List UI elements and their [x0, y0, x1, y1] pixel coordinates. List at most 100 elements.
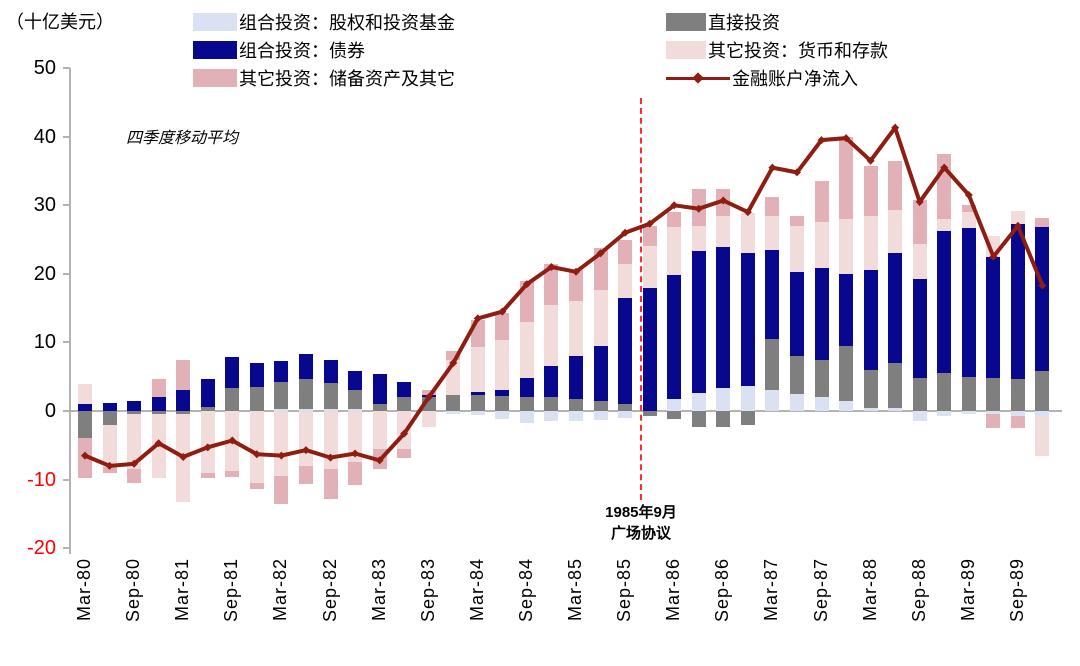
bar-segment-reserve [274, 476, 289, 504]
bar-segment-deposits [839, 219, 854, 274]
bar-segment-reserve [200, 472, 215, 479]
y-axis-tick [63, 67, 70, 70]
x-axis-tick-label: Sep-80 [123, 558, 144, 623]
bar-segment-equity [348, 408, 363, 411]
bar-segment-deposits [348, 411, 363, 463]
bar-segment-bonds [544, 366, 559, 398]
bar-segment-deposits [569, 301, 583, 357]
bar-segment-bonds [618, 297, 633, 405]
bar-segment-deposits [421, 411, 436, 427]
bar-segment-deposits [200, 411, 215, 473]
bar-segment-direct [912, 378, 927, 411]
bar-segment-direct [176, 411, 191, 415]
bar-segment-bonds [1010, 224, 1025, 379]
bar-segment-equity [618, 411, 633, 418]
zero-gridline [70, 410, 1062, 412]
bar-segment-reserve [348, 462, 363, 486]
y-axis-tick [63, 547, 70, 550]
bar-segment-equity [839, 400, 854, 411]
bar-segment-equity [495, 411, 510, 420]
bar-segment-direct [814, 359, 829, 398]
bar-segment-deposits [937, 219, 952, 231]
bar-segment-reserve [986, 414, 1001, 429]
y-axis-line [69, 68, 71, 554]
bar-segment-direct [593, 400, 608, 411]
bar-segment-deposits [1010, 211, 1025, 225]
bar-segment-bonds [740, 252, 755, 386]
x-axis-tick-label: Sep-84 [515, 558, 536, 623]
x-axis-tick-label: Mar-81 [172, 558, 193, 622]
bar-segment-bonds [200, 379, 215, 407]
bar-segment-reserve [789, 215, 804, 226]
x-axis-tick-label: Mar-87 [761, 558, 782, 622]
bar-segment-reserve [863, 165, 878, 216]
bar-segment-direct [397, 397, 412, 411]
legend-swatch-icon [193, 41, 237, 59]
bar-segment-reserve [176, 359, 191, 391]
x-axis-tick-label: Mar-86 [663, 558, 684, 622]
y-axis-tick-label: 20 [33, 262, 56, 285]
y-axis-tick [63, 410, 70, 412]
y-axis-tick [63, 204, 70, 207]
bar-segment-reserve [1010, 416, 1025, 429]
legend-line-marker-icon [666, 69, 730, 87]
bar-segment-reserve [888, 160, 903, 211]
legend-column-1: 组合投资：股权和投资基金 组合投资：债券 其它投资：储备资产及其它 [193, 8, 455, 92]
bar-segment-bonds [765, 249, 780, 339]
legend-swatch-icon [193, 69, 237, 87]
bar-segment-reserve [642, 225, 657, 247]
bar-segment-equity [667, 399, 682, 411]
bar-segment-bonds [937, 230, 952, 374]
bar-segment-bonds [519, 378, 534, 398]
bar-segment-bonds [716, 247, 731, 388]
bar-segment-direct [323, 382, 338, 409]
bar-segment-deposits [912, 244, 927, 279]
bar-segment-deposits [372, 411, 387, 449]
bar-segment-deposits [765, 215, 780, 250]
y-axis-tick [63, 341, 70, 344]
y-axis-tick-label: 40 [33, 125, 56, 148]
bar-segment-reserve [446, 350, 461, 361]
bar-segment-direct [618, 404, 633, 411]
bar-segment-equity [814, 397, 829, 411]
bar-segment-reserve [298, 465, 313, 484]
bar-segment-direct [200, 406, 215, 411]
bar-segment-equity [593, 411, 608, 420]
bar-segment-direct [446, 395, 461, 411]
bar-segment-equity [1035, 411, 1050, 416]
bar-segment-deposits [544, 304, 559, 367]
bar-segment-equity [274, 408, 289, 411]
y-axis-tick-label: 30 [33, 194, 56, 217]
bar-segment-direct [249, 387, 264, 411]
bar-segment-bonds [789, 271, 804, 357]
bar-segment-reserve [961, 205, 976, 213]
bar-segment-deposits [863, 215, 878, 271]
bar-segment-direct [740, 411, 755, 425]
bar-segment-deposits [642, 246, 657, 288]
bar-segment-bonds [323, 359, 338, 383]
y-axis-tick [63, 135, 70, 138]
bar-segment-reserve [421, 390, 436, 396]
bar-segment-equity [912, 411, 927, 422]
bar-segment-equity [569, 411, 583, 422]
bar-segment-equity [716, 387, 731, 411]
x-axis-tick-label: Mar-83 [368, 558, 389, 622]
bar-segment-reserve [127, 469, 142, 483]
bar-segment-bonds [1035, 227, 1050, 372]
bar-segment-bonds [986, 256, 1001, 379]
bar-segment-direct [937, 373, 952, 411]
x-axis-tick-label: Mar-85 [565, 558, 585, 622]
y-axis-tick-label: 0 [44, 400, 56, 422]
bar-segment-reserve [912, 200, 927, 245]
bar-segment-direct [544, 397, 559, 411]
bar-segment-direct [986, 378, 1001, 411]
plaza-accord-line2: 广场协议 [610, 525, 671, 542]
x-axis-tick-label: Mar-82 [270, 558, 291, 622]
net-inflow-line-layer [81, 123, 1047, 470]
bar-segment-reserve [667, 212, 682, 228]
unit-label: （十亿美元） [6, 12, 114, 32]
y-axis-tick [63, 272, 70, 275]
bar-segment-deposits [716, 215, 731, 248]
legend-label: 直接投资 [708, 13, 780, 33]
